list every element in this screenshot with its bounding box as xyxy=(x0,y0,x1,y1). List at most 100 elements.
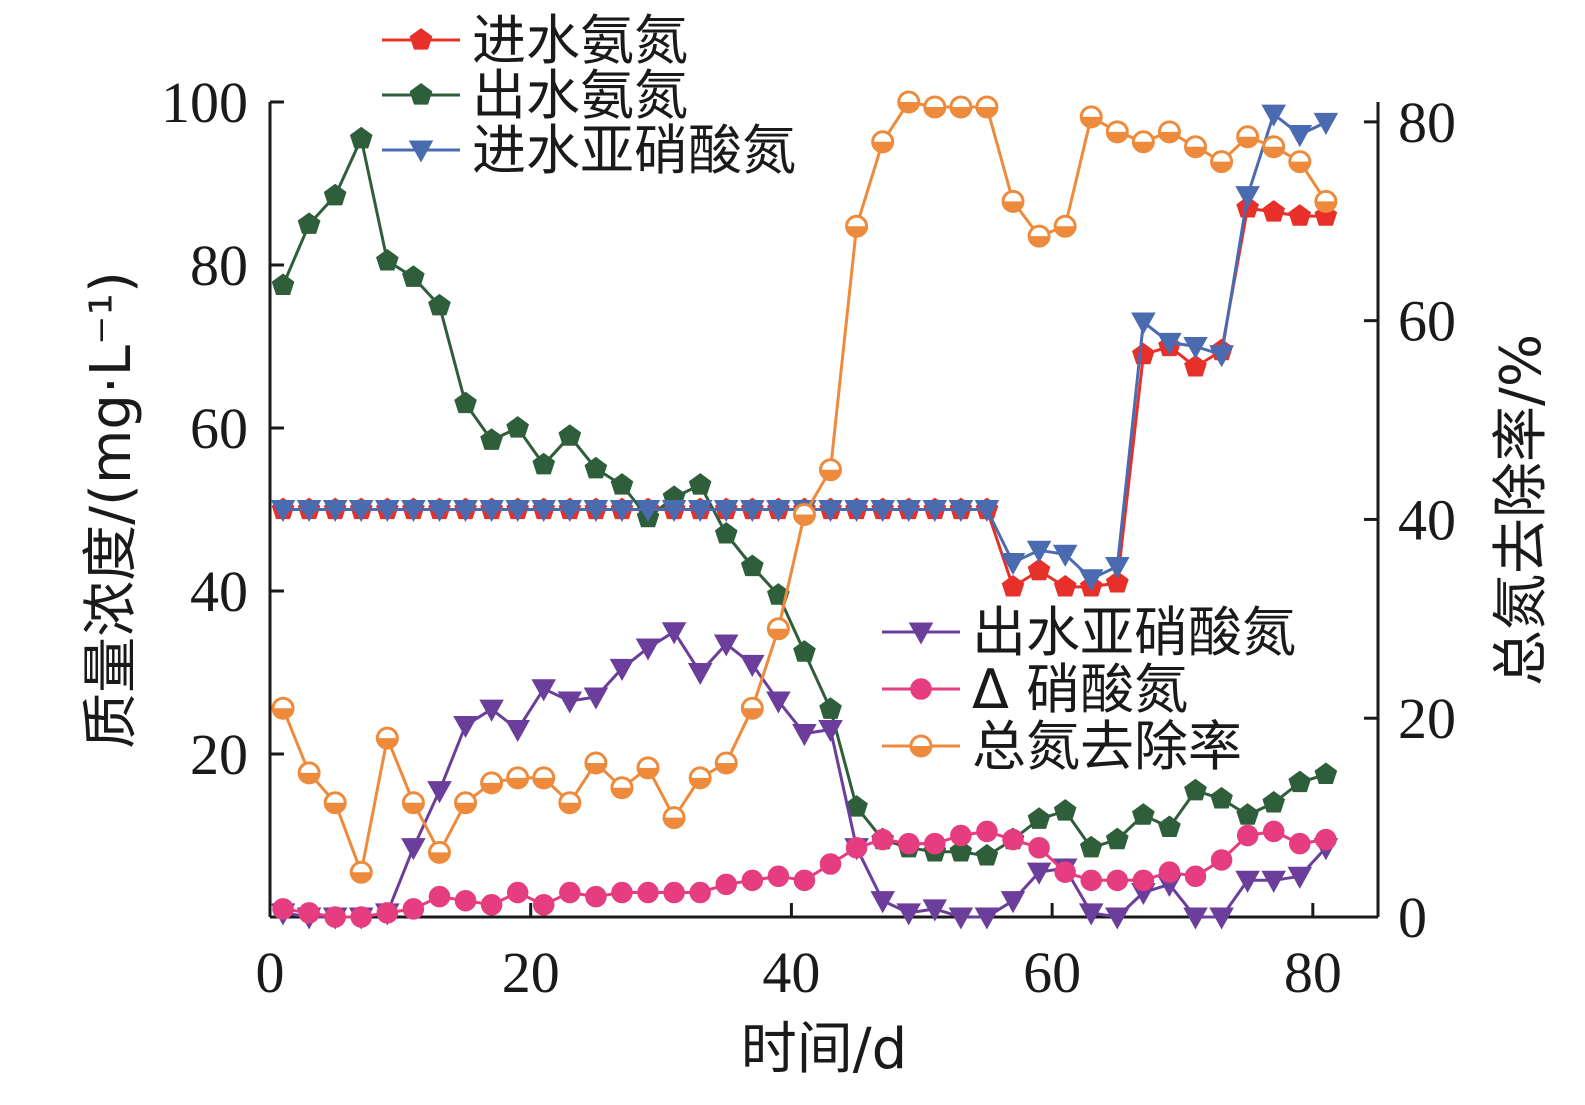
data-point-fill xyxy=(1081,116,1102,127)
data-point-fill xyxy=(403,802,424,813)
series-6 xyxy=(271,90,1338,884)
data-point xyxy=(1105,827,1129,850)
data-point xyxy=(480,894,503,916)
legend-swatch-marker xyxy=(908,622,934,645)
data-point xyxy=(1080,869,1102,892)
data-point xyxy=(1209,907,1234,930)
data-point xyxy=(1261,870,1286,893)
data-point xyxy=(1236,125,1260,149)
data-point-fill xyxy=(1185,146,1206,157)
data-point-fill xyxy=(377,738,398,749)
data-point xyxy=(948,499,974,523)
data-point xyxy=(506,766,530,790)
data-point xyxy=(610,776,634,800)
data-point xyxy=(1184,778,1207,801)
data-point xyxy=(428,293,451,316)
y-right-tick-label: 20 xyxy=(1398,686,1456,751)
data-point xyxy=(376,248,399,271)
y-left-tick-label: 100 xyxy=(161,70,248,135)
data-point xyxy=(662,806,686,830)
series-1 xyxy=(271,196,1338,597)
data-point xyxy=(609,499,635,523)
data-point xyxy=(792,724,817,747)
data-point xyxy=(661,499,687,523)
data-point-fill xyxy=(481,782,502,793)
data-point xyxy=(1000,891,1026,914)
data-point xyxy=(1262,200,1286,222)
y-left-tick-label: 60 xyxy=(190,396,248,461)
data-point xyxy=(323,791,347,815)
data-point xyxy=(559,881,581,904)
data-point xyxy=(688,473,712,495)
data-point xyxy=(793,869,816,892)
data-point-fill xyxy=(742,708,763,719)
data-point xyxy=(714,751,738,775)
data-point xyxy=(610,473,634,495)
data-point xyxy=(479,499,504,523)
data-point xyxy=(271,696,295,720)
data-point xyxy=(1000,552,1026,576)
data-point xyxy=(1184,135,1208,159)
data-point xyxy=(845,836,868,859)
data-point xyxy=(636,756,660,780)
data-point xyxy=(870,891,895,914)
data-point-fill xyxy=(585,762,606,773)
data-point xyxy=(1288,150,1312,174)
data-point xyxy=(454,791,478,815)
y-right-tick-label: 40 xyxy=(1398,487,1456,552)
data-point xyxy=(689,881,711,904)
data-point xyxy=(1262,820,1285,843)
data-point xyxy=(688,766,712,790)
data-point xyxy=(740,554,764,577)
data-point xyxy=(1210,849,1233,871)
data-point xyxy=(531,679,556,702)
data-point xyxy=(376,902,399,924)
x-axis-title: 时间/d xyxy=(741,1017,907,1082)
data-point xyxy=(1235,870,1260,893)
data-point xyxy=(1314,189,1338,213)
data-point xyxy=(1105,570,1129,593)
data-point-fill xyxy=(1003,201,1024,212)
data-point-fill xyxy=(429,852,450,863)
x-tick-label: 40 xyxy=(762,940,820,1005)
y-axis-left-title: 质量浓度/(mg·L⁻¹) xyxy=(79,271,144,749)
data-point xyxy=(1287,866,1313,889)
data-point xyxy=(584,456,608,479)
data-point-fill xyxy=(950,106,971,117)
data-point xyxy=(1183,907,1208,930)
legend-item: 进水亚硝酸氮 xyxy=(382,119,796,182)
data-point xyxy=(740,696,764,720)
data-point xyxy=(870,499,895,523)
legend-label: 总氮去除率 xyxy=(972,715,1242,778)
data-point xyxy=(585,885,607,908)
data-point xyxy=(297,212,321,234)
ticks-layer: 0 20 40 60 80 20 40 60 80 100 0 20 40 60 80 xyxy=(161,70,1456,1005)
data-point xyxy=(454,889,477,912)
data-point xyxy=(1001,574,1025,597)
data-point xyxy=(897,90,921,114)
data-point xyxy=(923,95,947,119)
data-point xyxy=(687,499,713,523)
data-point xyxy=(896,903,921,926)
data-point-fill xyxy=(1055,226,1076,237)
data-point xyxy=(1210,150,1234,174)
data-point xyxy=(871,130,895,154)
data-point xyxy=(1288,770,1312,793)
data-point-fill xyxy=(872,141,893,152)
data-point xyxy=(949,839,973,862)
data-point xyxy=(1001,189,1025,213)
data-point xyxy=(1287,125,1313,148)
data-point xyxy=(974,907,1000,930)
legend-swatch-marker xyxy=(409,28,433,50)
data-point xyxy=(297,761,321,785)
series-layer xyxy=(270,90,1339,930)
data-point-fill xyxy=(638,767,659,778)
data-point xyxy=(819,697,842,719)
data-point xyxy=(1262,135,1286,159)
data-point xyxy=(401,499,426,523)
data-point xyxy=(480,428,503,450)
data-point xyxy=(715,873,737,896)
data-point xyxy=(1053,574,1077,597)
legend-label: 进水亚硝酸氮 xyxy=(472,119,796,182)
